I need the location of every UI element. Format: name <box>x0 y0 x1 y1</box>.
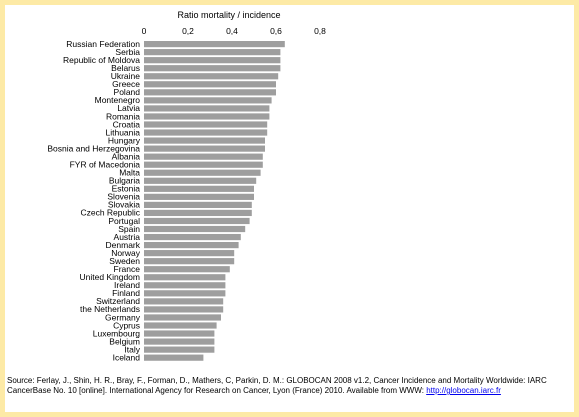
category-label: Norway <box>111 248 141 258</box>
bar <box>144 201 252 208</box>
bar <box>144 97 272 104</box>
bar <box>144 121 268 128</box>
category-label: Belgium <box>109 336 140 346</box>
bar <box>144 250 235 257</box>
chart-title: Ratio mortality / incidence <box>177 10 280 20</box>
bar <box>144 266 230 273</box>
category-label: Poland <box>114 87 141 97</box>
category-label: Republic of Moldova <box>63 55 140 65</box>
bar <box>144 41 285 48</box>
bar <box>144 57 281 64</box>
category-label: Latvia <box>117 103 140 113</box>
category-label: Albania <box>112 151 141 161</box>
bar <box>144 242 239 249</box>
category-label: Czech Republic <box>80 208 140 218</box>
category-label: FYR of Macedonia <box>70 160 141 170</box>
x-tick-label: 0,4 <box>226 26 238 36</box>
bar <box>144 169 261 176</box>
chart-panel: Ratio mortality / incidence 0 0,2 0,4 0,6 0,… <box>5 5 574 412</box>
bar <box>144 217 250 225</box>
bar <box>144 177 257 184</box>
category-label: Ireland <box>114 280 140 290</box>
bar <box>144 193 254 200</box>
category-label: Montenegro <box>95 95 141 105</box>
category-label: Bosnia and Herzegovina <box>47 143 140 153</box>
category-label: Russian Federation <box>66 39 140 49</box>
category-label: Ukraine <box>111 71 141 81</box>
category-label: Greece <box>112 79 140 89</box>
category-label: France <box>114 264 141 274</box>
bar <box>144 306 224 313</box>
category-label: Italy <box>124 344 140 354</box>
bar <box>144 89 276 96</box>
x-tick-label: 0 <box>142 26 147 36</box>
category-label: Iceland <box>113 352 141 362</box>
category-label: Switzerland <box>96 296 140 306</box>
category-label: Serbia <box>115 47 140 57</box>
bar <box>144 338 215 345</box>
category-label: Slovenia <box>107 192 140 202</box>
bar <box>144 129 268 136</box>
bar <box>144 81 276 88</box>
category-label: Portugal <box>108 216 140 226</box>
bar <box>144 346 215 353</box>
bar <box>144 161 263 168</box>
bar <box>144 185 254 192</box>
category-label: Luxembourg <box>93 328 141 338</box>
bar <box>144 330 215 337</box>
source-text: Source: Ferlay, J., Shin, H. R., Bray, F… <box>7 376 547 395</box>
category-label: Belarus <box>111 63 140 73</box>
x-axis: 0 0,2 0,4 0,6 0,8 <box>142 26 327 36</box>
x-tick-label: 0,6 <box>270 26 282 36</box>
category-label: Lithuania <box>105 127 140 137</box>
bar <box>144 290 226 297</box>
category-label: Cyprus <box>113 320 140 330</box>
category-label: United Kingdom <box>80 272 140 282</box>
bar <box>144 105 270 112</box>
x-tick-label: 0,8 <box>314 26 326 36</box>
bar <box>144 282 226 289</box>
bar <box>144 137 265 144</box>
bar <box>144 49 281 56</box>
bar <box>144 209 252 217</box>
bar <box>144 354 204 361</box>
category-label: Germany <box>105 312 141 322</box>
x-tick-label: 0,2 <box>182 26 194 36</box>
category-label: Denmark <box>106 240 141 250</box>
category-label: Slovakia <box>108 200 140 210</box>
bar <box>144 258 235 265</box>
category-label: Estonia <box>112 184 141 194</box>
source-note: Source: Ferlay, J., Shin, H. R., Bray, F… <box>7 376 571 396</box>
category-label: Sweden <box>109 256 140 266</box>
bar <box>144 322 217 329</box>
bar <box>144 274 226 281</box>
bar <box>144 113 270 120</box>
category-label: Malta <box>119 168 140 178</box>
bar <box>144 314 221 321</box>
category-label: Spain <box>118 224 140 234</box>
bar <box>144 233 241 241</box>
bar <box>144 73 279 80</box>
mortality-incidence-bar-chart: Ratio mortality / incidence 0 0,2 0,4 0,6 0,… <box>47 10 327 363</box>
bars-group <box>144 41 285 361</box>
category-label: the Netherlands <box>80 304 140 314</box>
bar <box>144 145 265 152</box>
category-label: Romania <box>106 111 140 121</box>
category-label: Hungary <box>108 135 141 145</box>
category-label: Croatia <box>113 119 141 129</box>
bar <box>144 225 246 233</box>
category-label: Finland <box>112 288 140 298</box>
bar <box>144 65 281 72</box>
source-link[interactable]: http://globocan.iarc.fr <box>426 386 501 395</box>
bar <box>144 298 224 305</box>
category-label: Bulgaria <box>109 176 140 186</box>
bar <box>144 153 263 160</box>
category-label: Austria <box>114 232 141 242</box>
